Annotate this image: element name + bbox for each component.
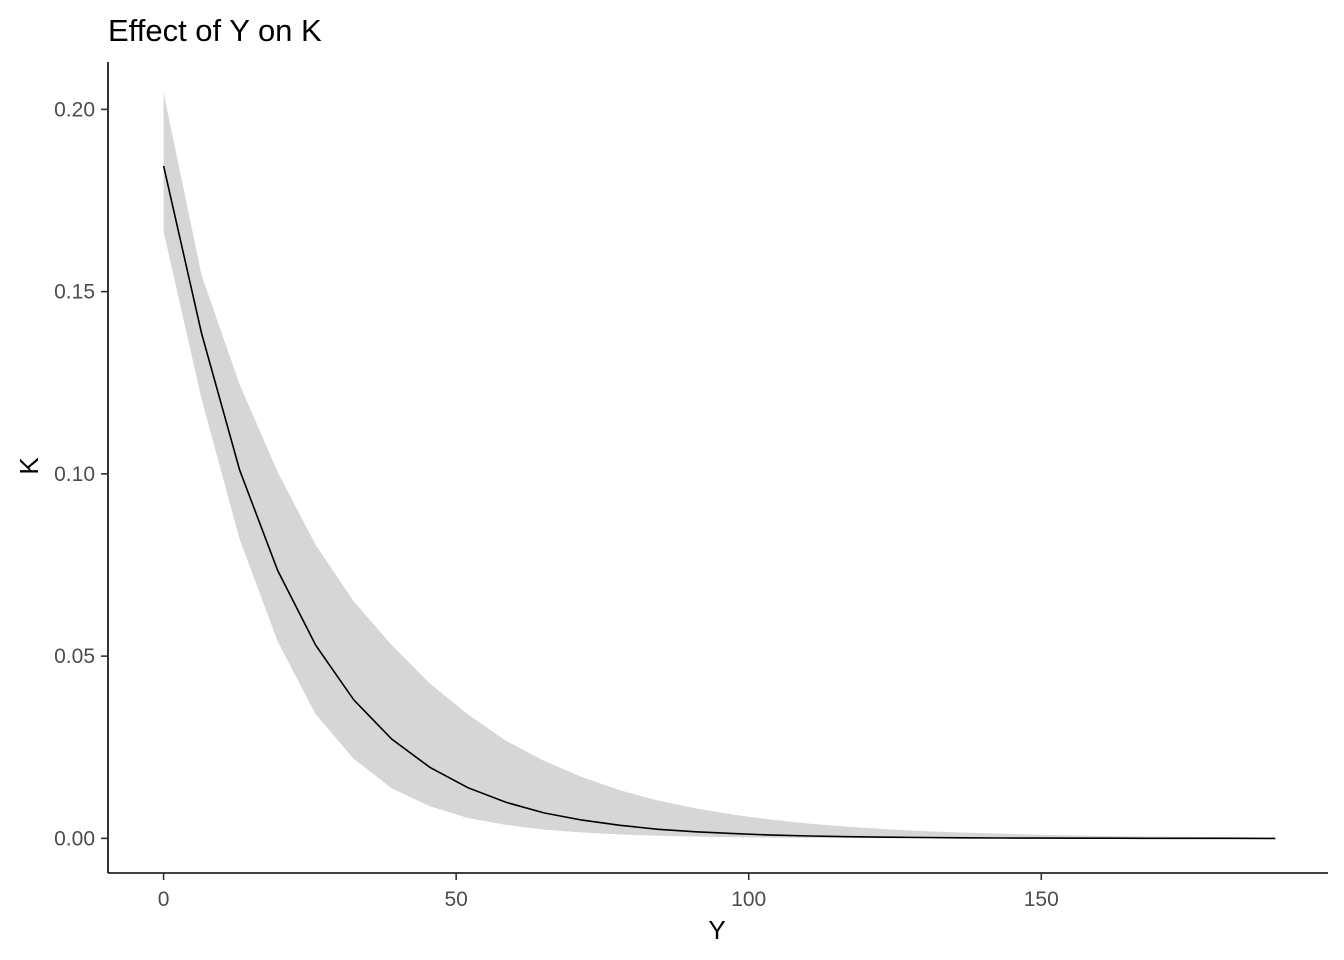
y-tick-label: 0.00 xyxy=(54,827,95,850)
y-tick-label: 0.20 xyxy=(54,98,95,121)
y-axis-ticks: 0.00 0.05 0.10 0.15 0.20 xyxy=(54,98,108,850)
plot-area xyxy=(162,93,1276,840)
x-axis-ticks: 0 50 100 150 xyxy=(158,873,1059,911)
fit-line xyxy=(162,165,1276,840)
chart-title: Effect of Y on K xyxy=(108,13,322,48)
x-tick-label: 0 xyxy=(158,888,170,911)
x-tick-label: 50 xyxy=(444,888,467,911)
x-tick-label: 100 xyxy=(731,888,766,911)
y-tick-label: 0.15 xyxy=(54,281,95,304)
x-tick-label: 150 xyxy=(1024,888,1059,911)
y-tick-label: 0.10 xyxy=(54,463,95,486)
x-axis-title: Y xyxy=(708,915,725,945)
confidence-ribbon xyxy=(163,93,1276,839)
y-axis-title: K xyxy=(14,457,44,475)
y-tick-label: 0.05 xyxy=(54,645,95,668)
